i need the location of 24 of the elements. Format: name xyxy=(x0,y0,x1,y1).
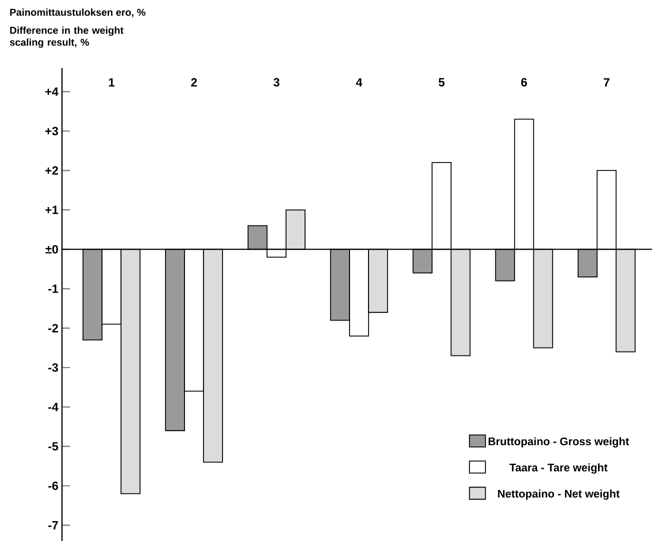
x-tick-label: 4 xyxy=(356,78,362,86)
y-tick-label: -2 xyxy=(48,324,58,332)
y-tick-label: +4 xyxy=(45,88,58,96)
x-tick-label: 6 xyxy=(521,78,527,86)
x-tick-label: 7 xyxy=(604,78,610,86)
legend-label: Taara - Tare weight xyxy=(510,463,608,474)
y-tick-label: -5 xyxy=(48,442,58,451)
chart-subtitle: Difference in the weight scaling result, % xyxy=(10,26,124,48)
chart-title: Painomittaustuloksen ero, % xyxy=(10,8,146,18)
y-tick-label: -6 xyxy=(48,482,58,490)
y-tick-label: -1 xyxy=(48,284,58,293)
y-tick-label: +3 xyxy=(45,126,58,136)
y-tick-label: -7 xyxy=(48,521,58,530)
x-tick-label: 1 xyxy=(108,78,114,86)
y-tick-label: -3 xyxy=(48,363,58,372)
y-tick-label: -4 xyxy=(48,402,58,412)
x-tick-label: 3 xyxy=(274,78,280,86)
legend-label: Nettopaino - Net weight xyxy=(498,490,620,500)
y-tick-label: +1 xyxy=(45,206,58,214)
y-tick-label: ±0 xyxy=(46,245,58,254)
y-tick-label: +2 xyxy=(45,166,58,175)
x-tick-label: 5 xyxy=(438,78,445,86)
x-tick-label: 2 xyxy=(191,78,197,86)
legend-label: Bruttopaino - Gross weight xyxy=(488,437,629,448)
